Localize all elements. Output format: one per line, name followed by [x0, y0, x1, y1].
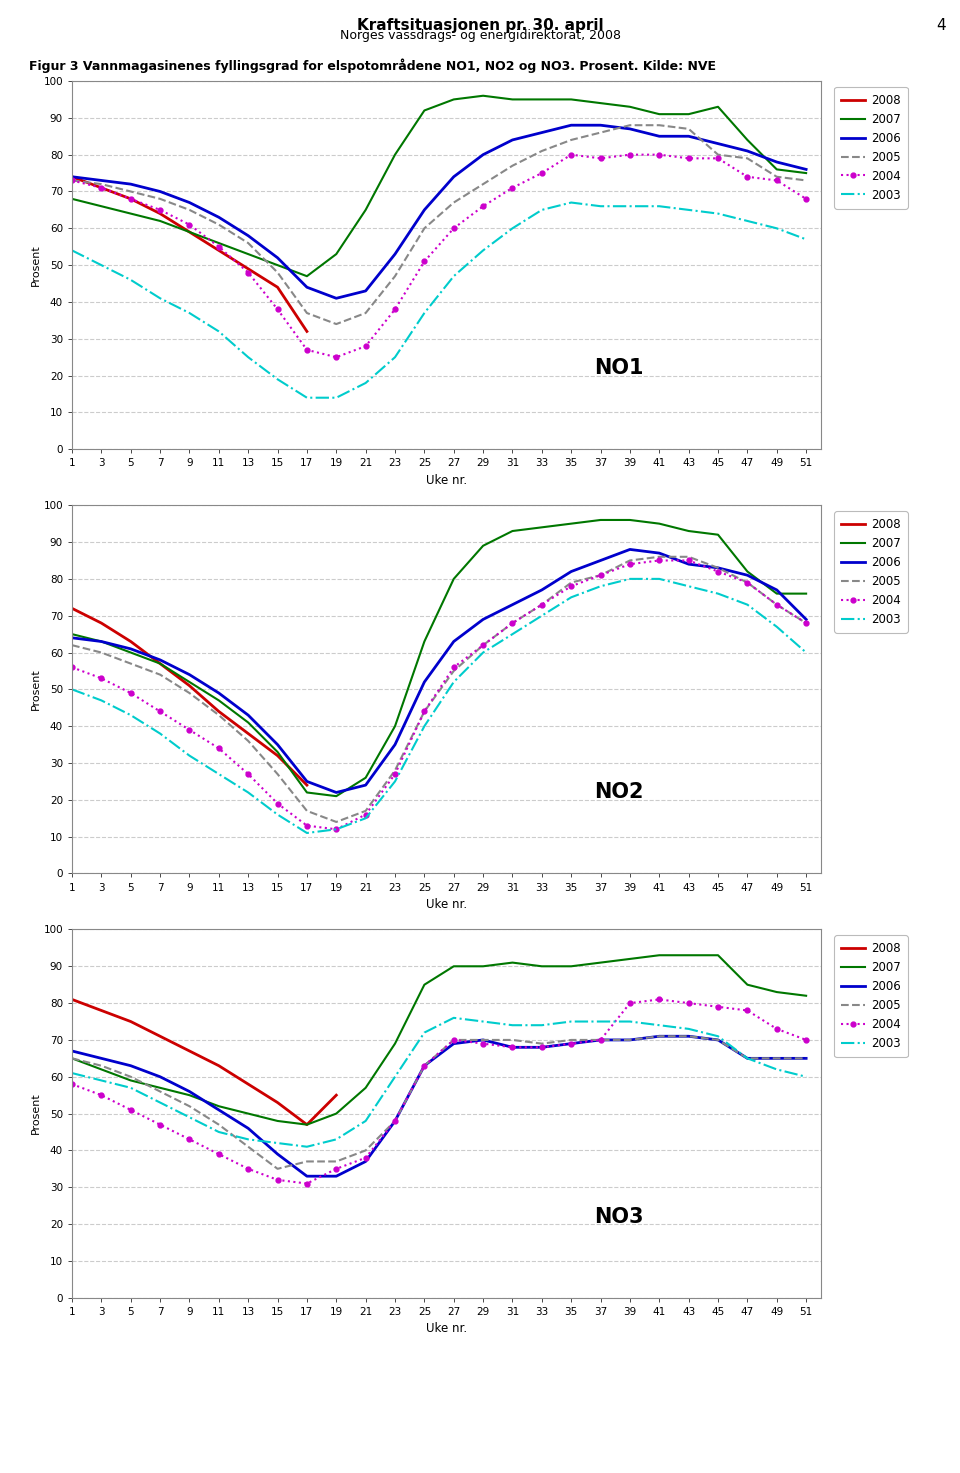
X-axis label: Uke nr.: Uke nr. — [426, 1323, 467, 1336]
X-axis label: Uke nr.: Uke nr. — [426, 474, 467, 488]
Text: NO3: NO3 — [594, 1206, 643, 1227]
Text: Norges vassdrags- og energidirektorat, 2008: Norges vassdrags- og energidirektorat, 2… — [340, 29, 620, 43]
Text: 4: 4 — [936, 18, 946, 34]
Y-axis label: Prosent: Prosent — [31, 1093, 40, 1134]
Text: Figur 3 Vannmagasinenes fyllingsgrad for elspotområdene NO1, NO2 og NO3. Prosent: Figur 3 Vannmagasinenes fyllingsgrad for… — [29, 59, 716, 74]
X-axis label: Uke nr.: Uke nr. — [426, 899, 467, 912]
Legend: 2008, 2007, 2006, 2005, 2004, 2003: 2008, 2007, 2006, 2005, 2004, 2003 — [834, 935, 907, 1058]
Text: Kraftsituasjonen pr. 30. april: Kraftsituasjonen pr. 30. april — [357, 18, 603, 34]
Legend: 2008, 2007, 2006, 2005, 2004, 2003: 2008, 2007, 2006, 2005, 2004, 2003 — [834, 87, 907, 209]
Legend: 2008, 2007, 2006, 2005, 2004, 2003: 2008, 2007, 2006, 2005, 2004, 2003 — [834, 511, 907, 633]
Text: NO2: NO2 — [594, 782, 643, 803]
Y-axis label: Prosent: Prosent — [31, 245, 40, 286]
Y-axis label: Prosent: Prosent — [31, 669, 40, 710]
Text: NO1: NO1 — [594, 358, 643, 379]
